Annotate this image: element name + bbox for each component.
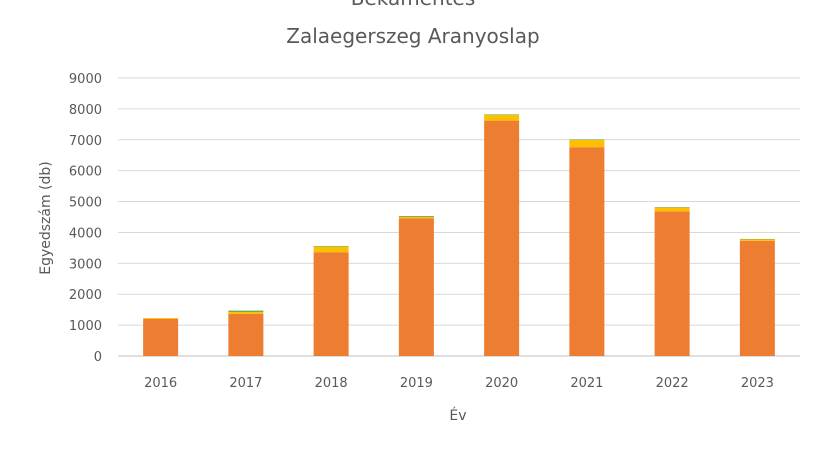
y-tick-label: 6000 xyxy=(69,165,102,180)
bar-segment xyxy=(228,313,264,356)
bar-segment xyxy=(484,114,520,116)
x-tick-label: 2017 xyxy=(229,376,262,391)
y-tick-label: 7000 xyxy=(69,134,102,149)
bar-segment xyxy=(313,246,349,253)
x-tick-label: 2016 xyxy=(144,376,177,391)
x-tick-label: 2020 xyxy=(485,376,518,391)
x-tick-label: 2018 xyxy=(315,376,348,391)
y-tick-label: 0 xyxy=(94,350,102,365)
x-axis-ticks: 2016 2017 2018 2019 2020 2021 2022 2023 xyxy=(144,376,774,391)
bar-segment xyxy=(313,252,349,356)
gridlines xyxy=(118,77,800,357)
bar-segment xyxy=(739,239,775,241)
bar-segment xyxy=(228,310,264,313)
y-tick-label: 2000 xyxy=(69,288,102,303)
bar-segment xyxy=(484,115,520,121)
bar-segment xyxy=(654,207,690,208)
y-tick-label: 8000 xyxy=(69,103,102,118)
bar-segment xyxy=(228,312,264,314)
x-tick-label: 2019 xyxy=(400,376,433,391)
bar-segment xyxy=(654,211,690,356)
x-tick-label: 2023 xyxy=(741,376,774,391)
y-tick-label: 1000 xyxy=(69,319,102,334)
y-tick-label: 4000 xyxy=(69,226,102,241)
y-axis-label: Egyedszám (db) xyxy=(38,161,54,275)
bar-segment xyxy=(739,238,775,240)
x-tick-label: 2021 xyxy=(570,376,603,391)
bar-segment xyxy=(484,120,520,356)
bar-segment xyxy=(313,246,349,247)
bar-segment xyxy=(569,147,605,356)
x-axis-label: Év xyxy=(449,407,466,424)
y-tick-label: 3000 xyxy=(69,257,102,272)
x-tick-label: 2022 xyxy=(656,376,689,391)
bar-segment xyxy=(143,318,179,319)
bar-segment xyxy=(398,216,434,217)
bar-segment xyxy=(398,218,434,356)
bars-group xyxy=(143,114,775,356)
bar-segment xyxy=(654,207,690,212)
bar-segment xyxy=(739,240,775,356)
bar-segment xyxy=(569,139,605,141)
y-axis-ticks: 0 1000 2000 3000 4000 5000 6000 7000 8000 9000 xyxy=(69,72,102,365)
y-tick-label: 5000 xyxy=(69,196,102,211)
bar-segment xyxy=(569,140,605,148)
y-tick-label: 9000 xyxy=(69,72,102,87)
bar-segment xyxy=(143,318,179,356)
chart-title: Békamentes xyxy=(351,0,476,10)
chart-subtitle: Zalaegerszeg Aranyoslap xyxy=(286,24,539,48)
bar-segment xyxy=(398,217,434,219)
